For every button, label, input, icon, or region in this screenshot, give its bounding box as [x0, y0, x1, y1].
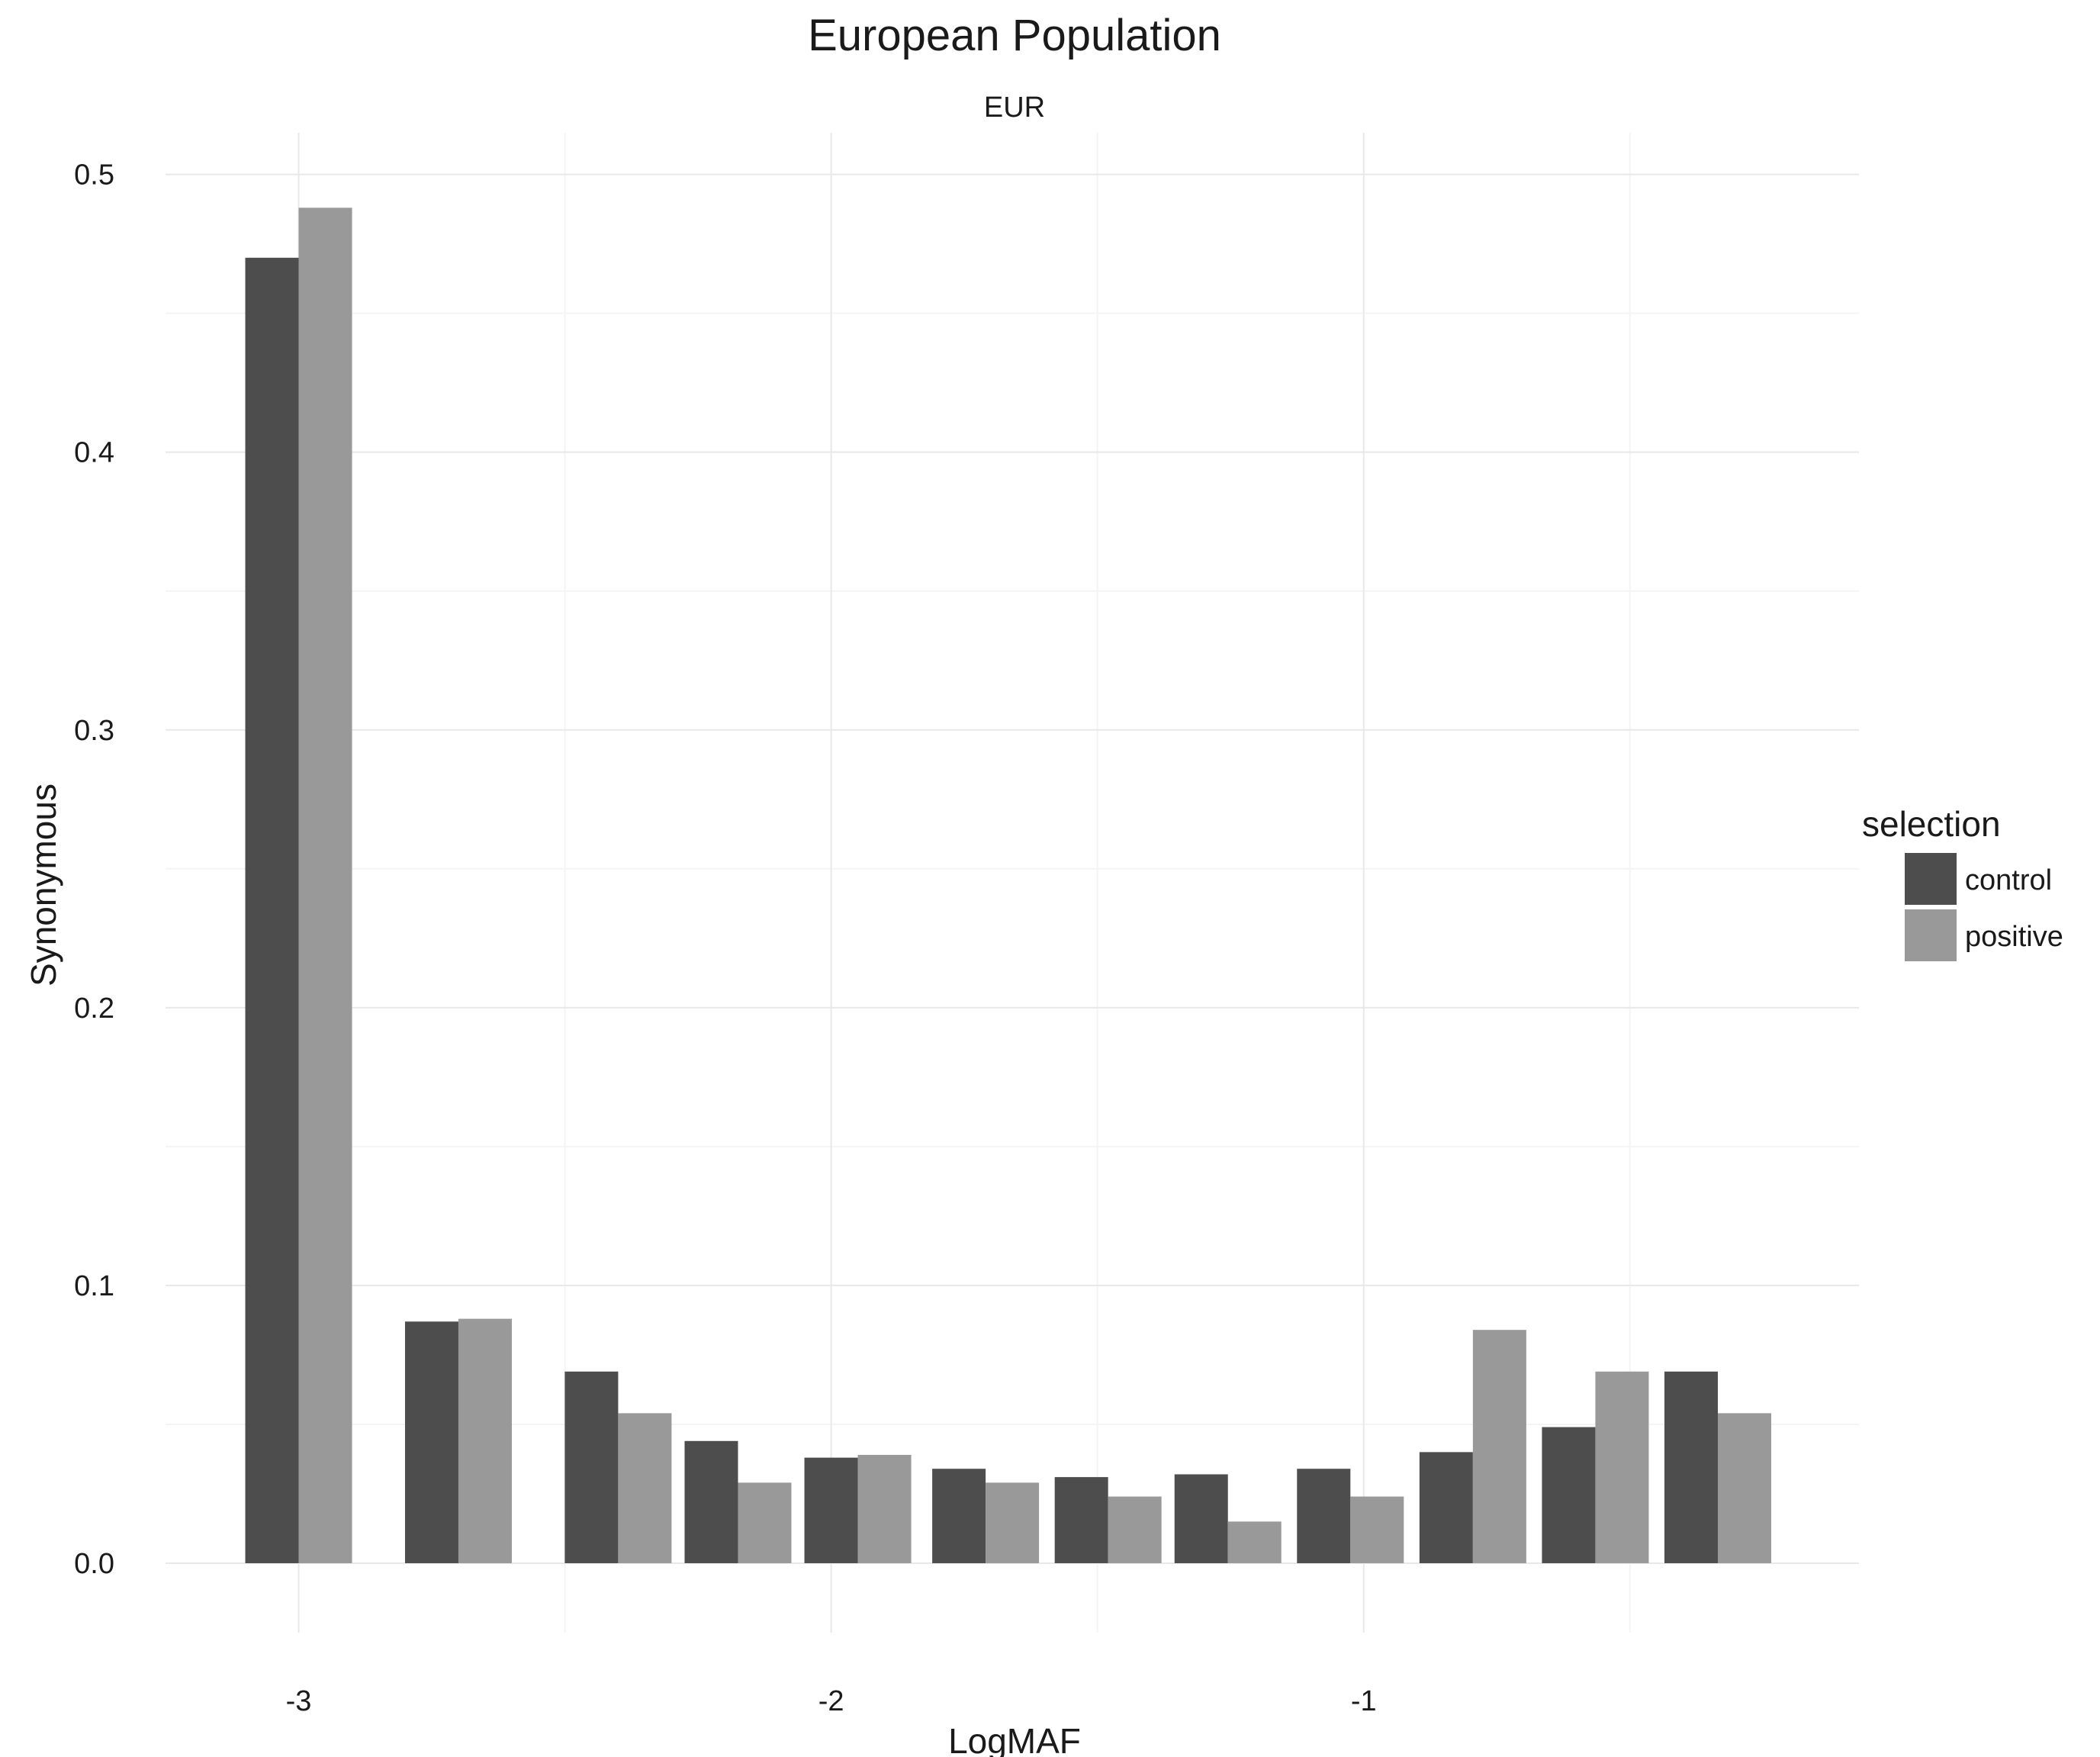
- bar-control: [1419, 1452, 1473, 1563]
- y-axis-title: Synonymous: [24, 784, 63, 986]
- legend-title: selection: [1862, 804, 2001, 844]
- panel-label: EUR: [984, 92, 1045, 124]
- bar-positive: [1350, 1496, 1404, 1563]
- bar-positive: [738, 1482, 792, 1563]
- bar-control: [1054, 1477, 1108, 1563]
- y-tick-label: 0.3: [74, 715, 114, 747]
- bar-control: [404, 1321, 458, 1563]
- x-axis-title: LogMAF: [948, 1721, 1081, 1757]
- bar-control: [1174, 1474, 1228, 1563]
- bar-control: [245, 257, 299, 1563]
- bar-positive: [986, 1482, 1040, 1563]
- legend-key-positive: [1905, 909, 1957, 961]
- bar-control: [804, 1457, 858, 1563]
- bars: [245, 208, 1771, 1563]
- x-tick-label: -3: [286, 1685, 312, 1717]
- bar-positive: [1595, 1371, 1649, 1563]
- bar-control: [564, 1371, 619, 1563]
- legend-key-control: [1905, 853, 1957, 905]
- y-tick-label: 0.2: [74, 993, 114, 1025]
- y-tick-label: 0.1: [74, 1270, 114, 1302]
- x-tick-label: -1: [1351, 1685, 1377, 1717]
- y-tick-label: 0.5: [74, 159, 114, 191]
- bar-positive: [298, 208, 352, 1563]
- legend: selection control positive: [1862, 804, 2063, 961]
- bar-positive: [1227, 1521, 1282, 1563]
- legend-label-control: control: [1965, 864, 2052, 896]
- chart-title: European Population: [808, 11, 1221, 60]
- bar-control: [1297, 1469, 1351, 1563]
- bar-positive: [458, 1318, 512, 1563]
- y-tick-label: 0.0: [74, 1548, 114, 1580]
- bar-positive: [1718, 1413, 1771, 1563]
- tick-labels: 0.0 0.1 0.2 0.3 0.4 0.5 -3 -2 -1: [74, 159, 1376, 1717]
- bar-control: [1542, 1427, 1596, 1563]
- x-tick-label: -2: [818, 1685, 844, 1717]
- legend-label-positive: positive: [1965, 921, 2063, 953]
- bar-positive: [618, 1413, 672, 1563]
- bar-control: [1664, 1371, 1718, 1563]
- bar-positive: [1108, 1496, 1162, 1563]
- bar-control: [684, 1440, 738, 1563]
- bar-positive: [1472, 1330, 1526, 1563]
- bar-control: [932, 1469, 986, 1563]
- bar-positive: [857, 1454, 912, 1563]
- y-tick-label: 0.4: [74, 437, 114, 469]
- legend-items: control positive: [1905, 853, 2063, 961]
